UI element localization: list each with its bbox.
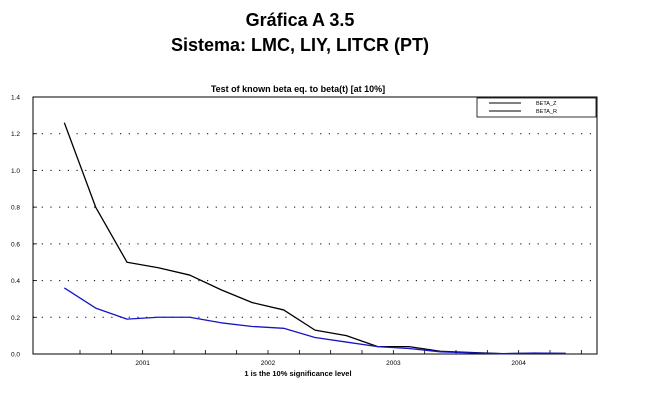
x-tick-label: 2002 — [261, 360, 276, 367]
chart-title: Test of known beta eq. to beta(t) [at 10… — [211, 84, 385, 94]
plot-area-frame — [32, 96, 598, 355]
legend-label: BETA_R — [536, 109, 557, 115]
y-tick-label: 0.4 — [11, 278, 20, 285]
y-tick-label: 1.2 — [11, 131, 20, 138]
page-title: Gráfica A 3.5 — [245, 10, 355, 30]
y-tick-label: 0.8 — [11, 205, 20, 212]
page-subtitle: Sistema: LMC, LIY, LITCR (PT) — [170, 35, 429, 55]
x-tick-label: 2004 — [511, 360, 526, 367]
x-tick-label: 2003 — [386, 360, 401, 367]
y-tick-label: 0.2 — [11, 315, 20, 322]
y-tick-label: 0.6 — [11, 241, 20, 248]
series-lines — [63, 122, 566, 355]
legend-label: BETA_Z — [536, 101, 557, 107]
chart-note: 1 is the 10% significance level — [244, 369, 351, 378]
y-tick-label: 1.0 — [11, 168, 20, 175]
series-line-beta_r — [63, 287, 566, 355]
x-axis: 2001 2002 2003 2004 — [79, 350, 582, 367]
y-tick-label: 0.0 — [11, 352, 20, 359]
x-tick-label: 2001 — [135, 360, 150, 367]
y-tick-label: 1.4 — [11, 95, 20, 102]
legend: BETA_Z BETA_R — [476, 97, 597, 118]
gridlines — [33, 133, 597, 318]
y-axis: 0.0 0.2 0.4 0.6 0.8 1.0 1.2 1.4 — [11, 95, 37, 359]
